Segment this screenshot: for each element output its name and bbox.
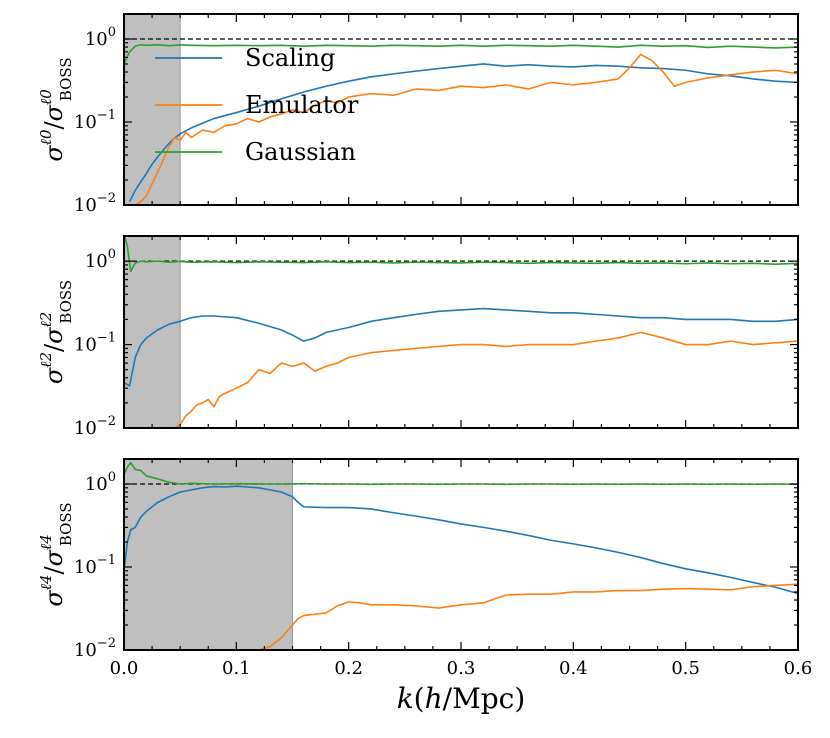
series-emulator-line (258, 583, 798, 650)
y-tick-label: 100 (85, 247, 116, 272)
axes-frame (123, 235, 799, 429)
y-tick-label: 10−2 (74, 191, 116, 216)
legend-label-emulator: Emulator (245, 91, 359, 119)
shaded-region (123, 458, 293, 651)
legend: Scaling Emulator Gaussian (155, 44, 359, 166)
series-emulator-line (174, 331, 798, 428)
panel-0: 10−2 10−1 100 σℓ0/σℓ0 BOSS (37, 13, 799, 216)
y-axis-label: σℓ0/σℓ0 BOSS (37, 57, 75, 161)
shaded-region (123, 13, 181, 206)
series-gaussian-line (124, 461, 798, 486)
shaded-region (123, 235, 181, 429)
x-tick-label: 0.2 (334, 658, 363, 679)
x-tick-label: 0.5 (671, 658, 700, 679)
y-tick-label: 10−1 (74, 553, 116, 578)
y-tick-label: 100 (85, 25, 116, 50)
y-tick-label: 10−2 (74, 636, 116, 661)
y-tick-label: 10−1 (74, 331, 116, 356)
series-emulator-line (134, 53, 798, 205)
x-tick-label: 0.6 (784, 658, 813, 679)
series-scaling-line (124, 485, 798, 595)
y-axis-label: σℓ4/σℓ4 BOSS (37, 502, 75, 606)
series-gaussian-line (124, 44, 798, 65)
x-axis-label: k(h/Mpc) (397, 682, 526, 715)
y-tick-label: 10−2 (74, 414, 116, 439)
series-scaling-line (128, 63, 798, 202)
x-tick-label: 0.3 (447, 658, 476, 679)
y-tick-label: 100 (85, 470, 116, 495)
x-tick-label: 0.0 (110, 658, 139, 679)
legend-label-gaussian: Gaussian (245, 138, 356, 166)
x-tick-label: 0.1 (222, 658, 251, 679)
series-scaling-line (124, 307, 798, 387)
series-gaussian-line (124, 236, 798, 273)
y-axis-label: σℓ2/σℓ2 BOSS (37, 280, 75, 384)
axes-frame (123, 13, 799, 206)
y-tick-label: 10−1 (74, 108, 116, 133)
legend-label-scaling: Scaling (245, 44, 335, 72)
panel-1: 10−2 10−1 100 σℓ2/σℓ2 BOSS (37, 235, 799, 439)
panel-2: 10−2 10−1 100 σℓ4/σℓ4 BOSS (37, 458, 799, 661)
x-tick-label: 0.4 (559, 658, 588, 679)
